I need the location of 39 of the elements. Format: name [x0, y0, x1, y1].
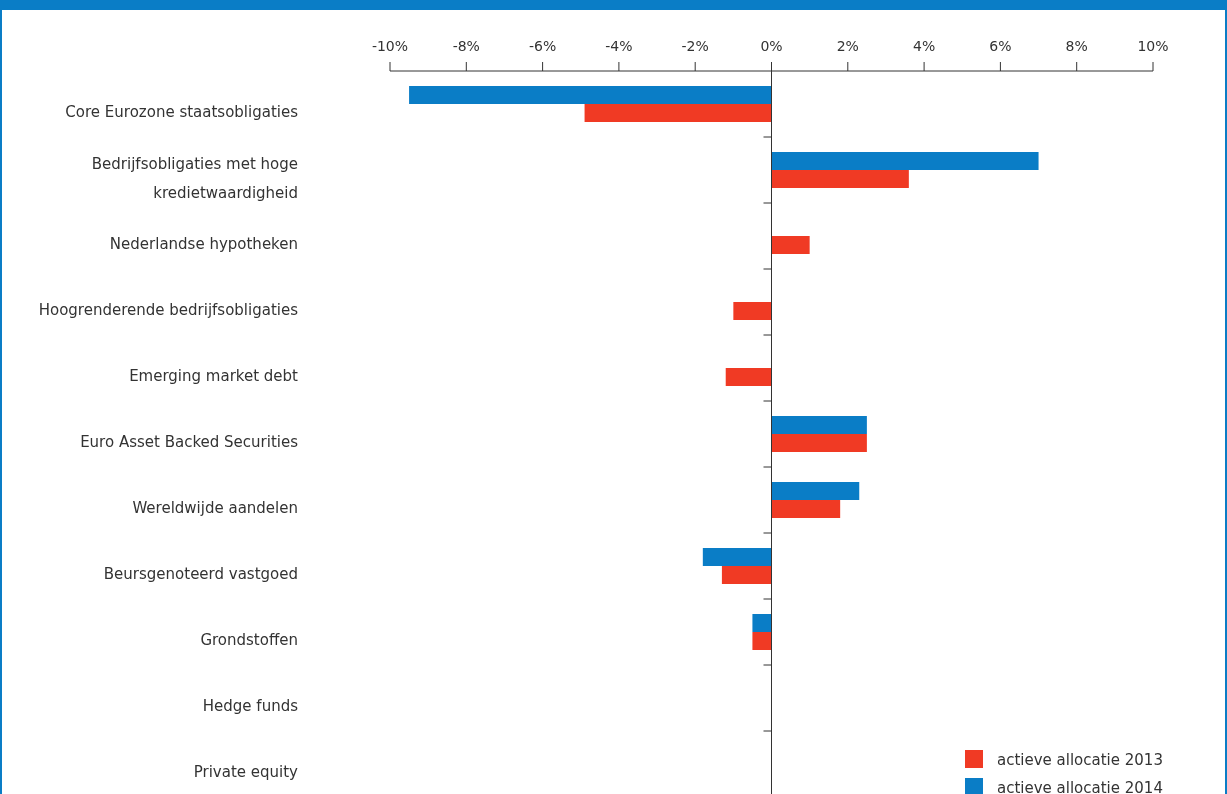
x-tick-label: -6%	[528, 38, 557, 54]
x-tick-label: 2%	[836, 38, 859, 54]
x-tick-label: -2%	[681, 38, 709, 54]
y-tick-label: Nederlandse hypotheken	[109, 235, 298, 253]
x-tick-label: 6%	[989, 38, 1012, 54]
x-tick-label: -4%	[605, 38, 633, 54]
y-tick-label: Bedrijfsobligaties met hoge kredietwaardigheid	[91, 154, 298, 202]
bar	[771, 434, 867, 452]
x-tick-label: -8%	[452, 38, 480, 54]
y-tick-label: Euro Asset Backed Securities	[80, 433, 299, 451]
y-tick-label: Core Eurozone staatsobligaties	[65, 103, 299, 121]
legend-label: actieve allocatie 2013	[997, 751, 1163, 769]
x-tick-label: 4%	[912, 38, 936, 54]
y-tick-label: Grondstoffen	[200, 631, 298, 649]
y-tick-label: Emerging market debt	[129, 367, 299, 385]
bar	[752, 632, 772, 650]
y-tick-label: Private equity	[193, 763, 299, 781]
bar	[771, 170, 909, 188]
y-tick-label: Hedge funds	[202, 697, 299, 715]
y-tick-label: Beursgenoteerd vastgoed	[103, 565, 298, 583]
y-tick-label: Wereldwijde aandelen	[132, 499, 298, 517]
bar	[721, 566, 772, 584]
bar	[733, 302, 772, 320]
y-tick-label: Hoogrenderende bedrijfsobligaties	[38, 301, 299, 319]
x-tick-label: 0%	[760, 38, 783, 54]
bar	[771, 236, 810, 254]
bar	[584, 104, 772, 122]
bar	[409, 86, 772, 104]
bar	[771, 482, 860, 500]
x-tick-label: 8%	[1065, 38, 1088, 54]
bar	[771, 416, 867, 434]
bar	[752, 614, 772, 632]
bar	[771, 500, 841, 518]
legend-label: actieve allocatie 2014	[997, 779, 1163, 794]
bar	[725, 368, 772, 386]
x-tick-label: 10%	[1137, 38, 1169, 54]
bar	[702, 548, 772, 566]
x-tick-label: -10%	[371, 38, 409, 54]
bar	[771, 152, 1039, 170]
